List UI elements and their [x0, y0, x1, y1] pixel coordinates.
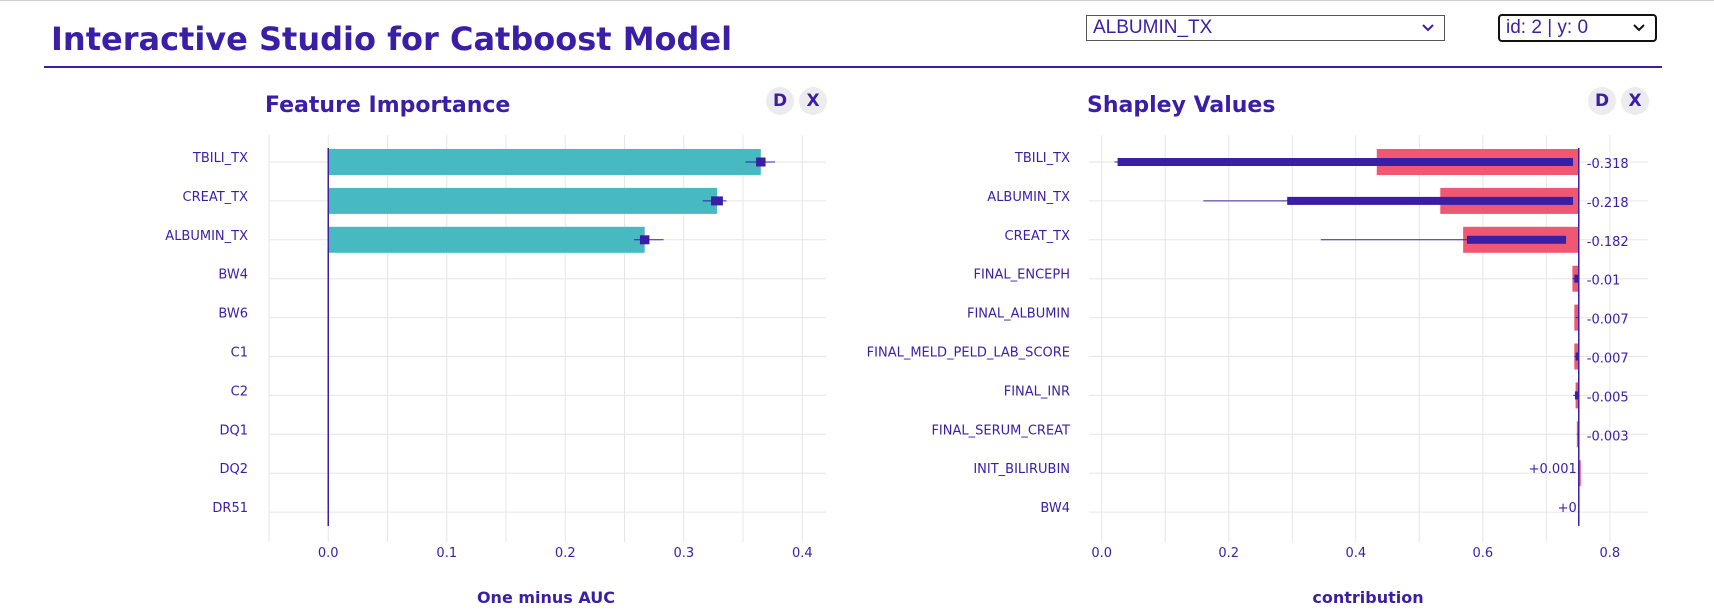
shapley-bar — [1578, 460, 1581, 487]
shapley-download-button[interactable]: D — [1588, 87, 1616, 115]
shapley-category-label: TBILI_TX — [1014, 151, 1070, 166]
shapley-value-label: -0.318 — [1587, 157, 1629, 172]
importance-x-axis-title: One minus AUC — [477, 588, 615, 607]
shapley-x-axis-title: contribution — [1312, 588, 1423, 607]
importance-category-label: DQ2 — [219, 462, 248, 477]
shapley-panel-title: Shapley Values — [1087, 93, 1276, 118]
shapley-spread-box — [1574, 274, 1579, 283]
importance-x-tick-label: 0.2 — [555, 546, 576, 561]
shapley-spread-box — [1575, 352, 1579, 361]
shapley-category-label: CREAT_TX — [1005, 229, 1071, 244]
title-underline — [44, 66, 1662, 68]
importance-bar — [328, 149, 761, 175]
shapley-spread-box — [1117, 158, 1574, 166]
shapley-value-label: -0.01 — [1587, 274, 1621, 289]
importance-category-label: C1 — [231, 346, 248, 361]
shapley-value-label: -0.182 — [1587, 235, 1629, 250]
importance-bar — [328, 226, 645, 253]
shapley-value-label: -0.218 — [1587, 196, 1629, 211]
shapley-value-label: +0 — [1558, 501, 1577, 516]
shapley-value-label: +0.001 — [1529, 462, 1577, 477]
shapley-category-label: FINAL_MELD_PELD_LAB_SCORE — [867, 346, 1070, 361]
shapley-x-tick-label: 0.8 — [1600, 546, 1621, 561]
shapley-spread-box — [1574, 391, 1579, 400]
importance-category-label: C2 — [231, 384, 248, 399]
chevron-down-icon — [1633, 24, 1645, 32]
importance-category-label: BW6 — [218, 307, 248, 322]
importance-bar — [328, 187, 717, 214]
shapley-category-label: FINAL_SERUM_CREAT — [931, 423, 1070, 438]
shapley-x-tick-label: 0.0 — [1091, 546, 1112, 561]
importance-x-tick-label: 0.0 — [318, 546, 339, 561]
shapley-value-label: -0.005 — [1587, 390, 1629, 405]
shapley-value-label: -0.003 — [1587, 429, 1629, 444]
shapley-x-tick-label: 0.4 — [1345, 546, 1366, 561]
importance-error-box — [756, 157, 766, 167]
importance-error-box — [639, 235, 650, 245]
shapley-value-label: -0.007 — [1587, 313, 1629, 328]
importance-error-box — [711, 196, 723, 206]
shapley-category-label: FINAL_INR — [1004, 384, 1070, 399]
importance-x-tick-label: 0.4 — [792, 546, 813, 561]
index-select[interactable]: id: 2 | y: 0 — [1498, 14, 1657, 42]
shapley-category-label: INIT_BILIRUBIN — [973, 462, 1070, 477]
feature-select[interactable]: ALBUMIN_TX — [1086, 15, 1445, 41]
shapley-x-tick-label: 0.6 — [1472, 546, 1493, 561]
importance-x-tick-label: 0.1 — [436, 546, 457, 561]
shapley-spread-box — [1466, 235, 1567, 244]
shapley-category-label: FINAL_ALBUMIN — [967, 307, 1070, 322]
importance-category-label: DQ1 — [219, 423, 248, 438]
shapley-category-label: ALBUMIN_TX — [987, 190, 1070, 205]
importance-x-tick-label: 0.3 — [673, 546, 694, 561]
importance-close-button[interactable]: X — [799, 87, 827, 115]
importance-category-label: CREAT_TX — [183, 190, 249, 205]
shapley-category-label: BW4 — [1040, 501, 1070, 516]
chevron-down-icon — [1422, 24, 1434, 32]
importance-category-label: DR51 — [212, 501, 248, 516]
importance-category-label: ALBUMIN_TX — [165, 229, 248, 244]
feature-select-value: ALBUMIN_TX — [1093, 17, 1213, 38]
shapley-category-label: FINAL_ENCEPH — [973, 268, 1070, 283]
shapley-spread-box — [1287, 196, 1574, 205]
importance-download-button[interactable]: D — [766, 87, 794, 115]
top-border — [0, 0, 1714, 1]
shapley-x-tick-label: 0.2 — [1218, 546, 1239, 561]
importance-panel-title: Feature Importance — [265, 93, 511, 118]
shapley-close-button[interactable]: X — [1621, 87, 1649, 115]
page-title: Interactive Studio for Catboost Model — [51, 20, 733, 58]
index-select-value: id: 2 | y: 0 — [1506, 17, 1589, 38]
importance-category-label: TBILI_TX — [192, 151, 248, 166]
importance-category-label: BW4 — [218, 268, 248, 283]
shapley-value-label: -0.007 — [1587, 352, 1629, 367]
